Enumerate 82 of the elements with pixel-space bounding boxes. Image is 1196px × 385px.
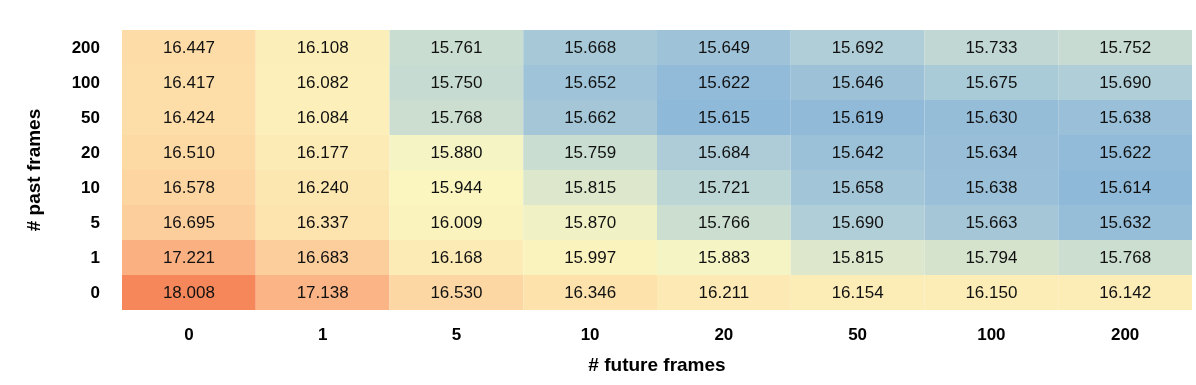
data-label: 15.649 [697,38,750,58]
data-label: 15.870 [564,213,617,233]
data-label: 16.346 [564,283,617,303]
data-label: 15.646 [831,73,884,93]
x-tick-label: 100 [977,324,1006,344]
data-label: 16.177 [296,143,349,163]
y-tick-label: 20 [81,143,100,163]
data-label: 16.337 [296,213,349,233]
data-label: 15.684 [697,143,750,163]
data-label: 15.690 [1099,73,1152,93]
data-label: 15.768 [1099,248,1152,268]
data-label: 15.768 [430,108,483,128]
data-label: 15.880 [430,143,483,163]
data-label: 17.138 [296,283,349,303]
y-tick-label: 5 [90,213,100,233]
data-label: 15.662 [564,108,617,128]
x-tick-label: 10 [580,324,600,344]
data-label: 15.883 [697,248,750,268]
x-tick-label: 50 [848,324,868,344]
data-label: 15.690 [831,213,884,233]
x-tick-label: 5 [451,324,462,344]
y-tick-label: 10 [81,178,100,198]
data-label: 15.997 [564,248,617,268]
data-label: 15.794 [965,248,1018,268]
data-label: 15.652 [564,73,617,93]
data-label: 15.721 [697,178,750,198]
data-label: 16.009 [430,213,483,233]
data-label: 15.752 [1099,38,1152,58]
data-label: 15.634 [965,143,1018,163]
y-tick-label: 200 [71,38,100,58]
data-label: 17.221 [162,248,215,268]
x-axis-title: # future frames [588,353,726,375]
x-tick-label: 200 [1110,324,1140,344]
data-label: 16.240 [296,178,349,198]
data-label: 15.761 [430,38,483,58]
data-label: 15.692 [831,38,884,58]
data-label: 16.530 [430,283,483,303]
y-tick-label: 100 [71,73,100,93]
data-label: 15.759 [564,143,617,163]
data-label: 15.733 [965,38,1018,58]
data-label: 16.578 [162,178,215,198]
data-label: 16.082 [296,73,349,93]
data-label: 15.944 [430,178,483,198]
data-label: 16.142 [1099,283,1152,303]
data-label: 15.766 [697,213,750,233]
y-axis-title: # past frames [22,108,44,232]
data-label: 16.683 [296,248,349,268]
data-label: 15.642 [831,143,884,163]
data-label: 16.447 [162,38,215,58]
data-label: 16.211 [698,283,750,303]
data-label: 16.510 [162,143,215,163]
x-tick-label: 1 [317,324,328,344]
data-label: 16.168 [430,248,483,268]
data-label: 15.750 [430,73,483,93]
data-label: 15.614 [1099,178,1152,198]
y-tick-label: 1 [90,248,100,268]
data-label: 15.658 [831,178,884,198]
data-label: 15.638 [965,178,1018,198]
data-label: 16.154 [831,283,884,303]
data-label: 16.424 [162,108,215,128]
data-label: 15.615 [697,108,750,128]
data-label: 15.632 [1099,213,1152,233]
data-label: 15.668 [564,38,617,58]
x-tick-label: 0 [184,324,194,344]
data-label: 15.815 [564,178,617,198]
y-tick-label: 50 [81,108,100,128]
data-label: 15.622 [1099,143,1152,163]
data-label: 16.695 [162,213,215,233]
data-label: 15.630 [965,108,1018,128]
data-label: 15.663 [965,213,1018,233]
data-label: 15.622 [697,73,750,93]
data-label: 16.150 [965,283,1018,303]
data-label: 16.417 [162,73,215,93]
x-tick-label: 20 [714,324,734,344]
data-label: 16.084 [296,108,349,128]
data-label: 15.675 [965,73,1018,93]
data-label: 15.619 [831,108,884,128]
data-label: 15.638 [1099,108,1152,128]
data-label: 15.815 [831,248,884,268]
data-label: 18.008 [162,283,215,303]
data-label: 16.108 [296,38,349,58]
y-tick-label: 0 [90,283,100,303]
